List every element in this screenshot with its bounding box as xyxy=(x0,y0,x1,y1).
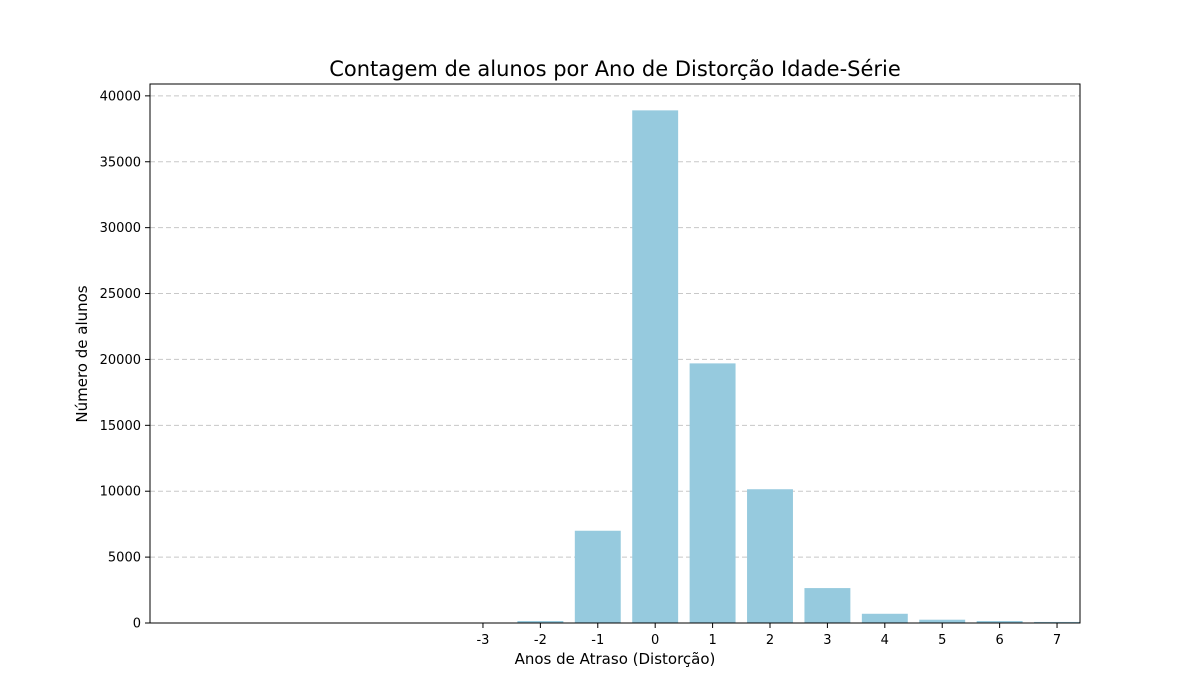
grid-lines xyxy=(150,95,1080,558)
bar xyxy=(804,588,851,623)
x-axis-label: Anos de Atraso (Distorção) xyxy=(515,650,716,668)
y-tick-label: 40000 xyxy=(100,89,141,104)
x-tick-label: 6 xyxy=(995,633,1003,648)
bar xyxy=(976,621,1023,623)
x-tick-label: 5 xyxy=(938,633,946,648)
x-tick-label: -3 xyxy=(476,633,489,648)
bar xyxy=(747,489,793,623)
x-tick-label: 0 xyxy=(651,633,659,648)
x-tick-label: 2 xyxy=(766,633,774,648)
y-tick-label: 5000 xyxy=(108,551,141,566)
bar xyxy=(919,619,966,623)
x-ticks: -3 -2 -1 0 1 2 3 4 5 6 7 xyxy=(476,623,1061,648)
bar xyxy=(861,613,908,623)
bar xyxy=(574,530,621,623)
y-tick-label: 20000 xyxy=(100,353,141,368)
y-tick-label: 35000 xyxy=(100,155,141,170)
y-tick-label: 10000 xyxy=(100,485,141,500)
x-tick-label: 7 xyxy=(1053,633,1061,648)
x-tick-label: 1 xyxy=(708,633,716,648)
y-tick-label: 0 xyxy=(133,617,141,632)
y-tick-label: 15000 xyxy=(100,419,141,434)
bar xyxy=(689,363,736,623)
y-tick-label: 30000 xyxy=(100,221,141,236)
plot-frame xyxy=(149,83,1081,624)
x-tick-label: -2 xyxy=(534,633,547,648)
y-axis-label: Número de alunos xyxy=(73,285,91,422)
bar xyxy=(632,110,679,623)
y-tick-label: 25000 xyxy=(100,287,141,302)
y-ticks: 0 5000 10000 15000 20000 25000 30000 35000 40000 xyxy=(100,89,150,632)
bar xyxy=(1034,621,1080,623)
chart-title: Contagem de alunos por Ano de Distorção … xyxy=(329,57,901,81)
bar xyxy=(517,621,564,623)
x-tick-label: 3 xyxy=(823,633,831,648)
bars xyxy=(460,110,1080,623)
x-tick-label: -1 xyxy=(591,633,604,648)
x-tick-label: 4 xyxy=(881,633,889,648)
